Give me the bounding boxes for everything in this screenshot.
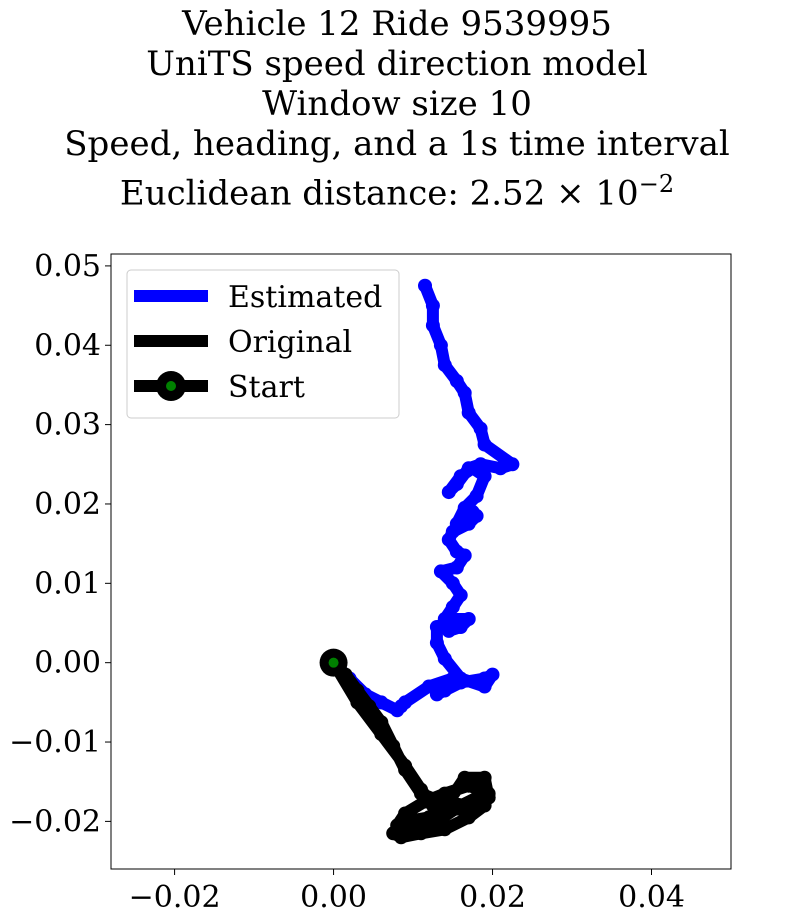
legend-label-estimated: Estimated [228,280,382,315]
series-point-estimated [425,318,440,333]
series-point-original [481,790,496,805]
legend-label-original: Original [228,325,352,360]
series-point-estimated [445,600,460,615]
series-point-estimated [433,564,448,579]
axes: −0.02 0.00 0.02 0.04 0.05 0.04 0.03 0.02 0.01 0.0… [9,249,732,915]
title-line-1: Vehicle 12 Ride 9539995 [182,4,612,44]
y-tick-label: 0.04 [34,328,101,363]
series-point-original [433,794,448,809]
series-point-estimated [453,671,468,686]
series-point-estimated [441,623,456,638]
series-point-estimated [477,679,492,694]
title-line-4: Speed, heading, and a 1s time interval [64,124,730,164]
series-point-original [398,762,413,777]
chart-title: Vehicle 12 Ride 9539995 UniTS speed dire… [0,4,794,213]
series-point-estimated [449,477,464,492]
series-point-estimated [445,576,460,591]
y-tick-label: 0.00 [34,646,101,681]
series-layer [319,278,520,845]
series-point-estimated [457,385,472,400]
title-line-5: Euclidean distance: 2.52 × 10−2 [0,164,794,213]
series-point-original [414,786,428,801]
y-tick-label: −0.01 [9,725,101,760]
series-point-original [461,810,476,825]
series-point-estimated [473,421,488,436]
x-tick-label: 0.02 [459,880,526,915]
series-point-original [374,715,389,730]
legend: Estimated Original Start [126,269,400,419]
series-point-estimated [453,588,468,603]
series-point-original [386,739,401,753]
series-point-estimated [429,635,444,650]
title-line-3: Window size 10 [262,84,532,124]
series-point-original [477,770,492,785]
series-point-original [429,814,444,829]
legend-start-marker-inner [166,381,176,391]
legend-label-start: Start [228,370,305,405]
y-tick-label: 0.02 [34,487,101,522]
series-point-original [394,826,409,841]
plot-frame [110,253,732,870]
series-point-estimated [425,298,440,313]
series-point-estimated [477,437,492,452]
series-point-estimated [477,469,492,484]
series-point-original [410,822,424,837]
series-point-estimated [473,457,488,472]
series-point-estimated [418,278,432,293]
series-point-estimated [433,338,448,353]
x-tick-label: 0.00 [300,880,367,915]
series-point-estimated [469,489,484,503]
title-distance-exponent: −2 [638,170,675,198]
series-point-estimated [485,667,500,682]
title-line-2: UniTS speed direction model [146,44,648,84]
series-point-estimated [437,358,452,373]
series-point-estimated [493,461,508,476]
x-tick-label: 0.04 [618,880,685,915]
series-clip-group [326,278,520,845]
series-point-estimated [429,687,444,702]
x-tick-label: −0.02 [129,880,221,915]
y-tick-label: 0.01 [34,566,101,601]
series-point-original [461,798,476,813]
series-point-original [374,727,389,742]
series-point-estimated [505,457,520,472]
series-point-original [362,699,377,714]
series-point-estimated [461,405,476,420]
y-tick-label: 0.03 [34,408,101,443]
y-tick-label: −0.02 [9,804,101,839]
y-tick-label: 0.05 [34,249,101,284]
start-marker-inner [328,657,339,668]
title-distance-text: Euclidean distance: 2.52 × 10 [119,173,639,214]
series-point-estimated [457,500,472,515]
series-point-estimated [449,560,464,575]
series-point-estimated [449,516,464,531]
series-point-estimated [453,620,468,634]
series-point-original [350,683,365,698]
series-point-original [398,806,413,821]
series-point-estimated [437,612,452,626]
series-point-estimated [449,374,464,388]
series-point-estimated [398,695,413,710]
series-point-original [350,695,365,710]
series-point-original [461,778,476,793]
series-point-estimated [437,651,452,666]
series-point-estimated [449,544,464,559]
series-point-estimated [461,461,476,476]
series-point-estimated [374,695,389,710]
